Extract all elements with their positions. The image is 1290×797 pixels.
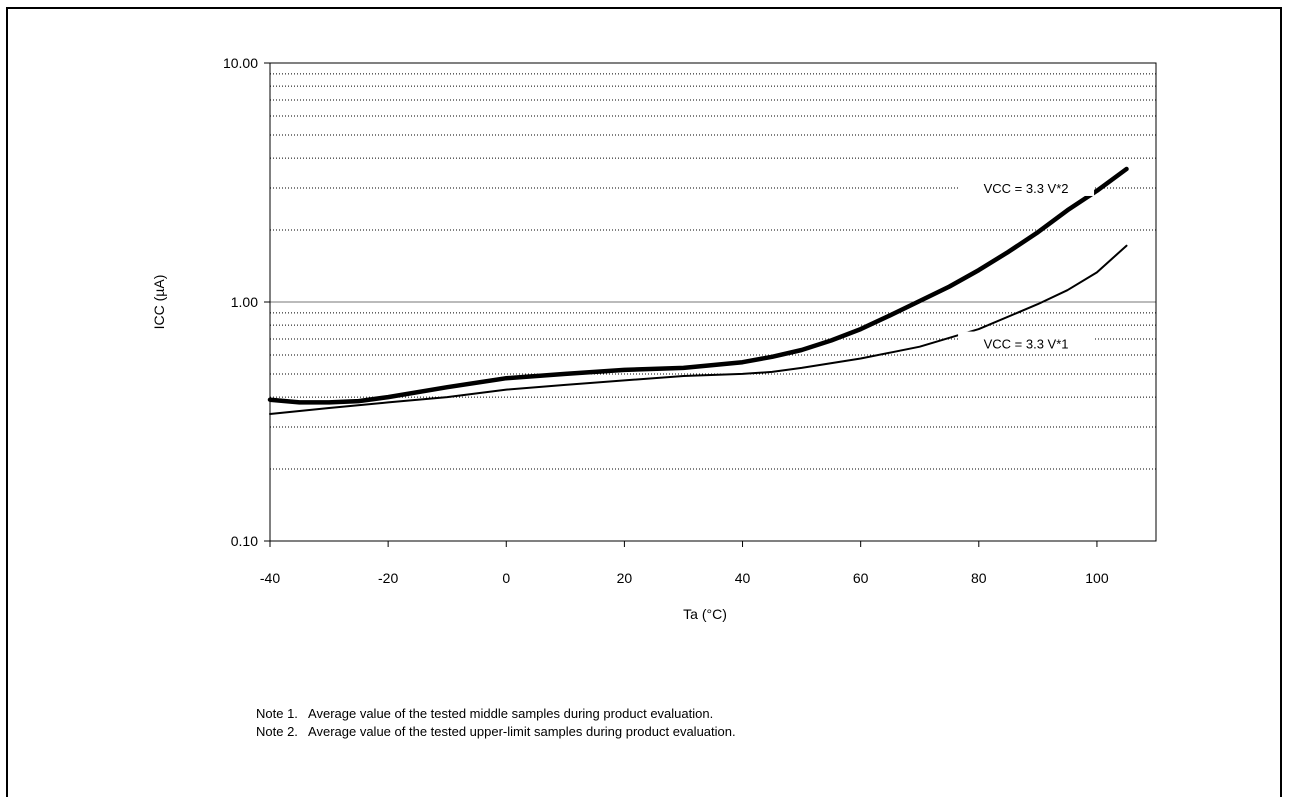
axes: -40 -20 0 20 40 60 80 100 0.10 1.00 10.00 (223, 55, 1109, 586)
x-axis-label: Ta (°C) (683, 606, 727, 622)
x-tick-label: -40 (260, 570, 280, 586)
y-tick-label: 10.00 (223, 55, 258, 71)
y-axis-label: ICC (µA) (151, 275, 167, 330)
notes: Note 1. Average value of the tested midd… (256, 705, 736, 741)
series-line-2 (267, 166, 1129, 405)
x-tick-label: 40 (735, 570, 751, 586)
x-tick-label: 60 (853, 570, 869, 586)
note-2: Note 2. Average value of the tested uppe… (256, 724, 736, 739)
series-label-2: VCC = 3.3 V*1 (984, 337, 1069, 352)
annotation-layer: VCC = 3.3 V*2 VCC = 3.3 V*1 (958, 175, 1095, 352)
series-layer (267, 166, 1129, 415)
x-tick-label: 20 (617, 570, 633, 586)
figure-frame (6, 7, 1282, 797)
series-label-1: VCC = 3.3 V*2 (984, 181, 1069, 196)
series-line-1 (269, 244, 1128, 415)
note-1: Note 1. Average value of the tested midd… (256, 706, 714, 721)
grid-lines (270, 73, 1156, 470)
y-tick-label: 0.10 (231, 533, 258, 549)
series-label-bg (958, 175, 1095, 196)
x-tick-label: 0 (502, 570, 510, 586)
x-tick-label: -20 (378, 570, 398, 586)
x-tick-label: 80 (971, 570, 987, 586)
x-tick-label: 100 (1085, 570, 1109, 586)
series-label-bg (958, 331, 1095, 352)
y-tick-label: 1.00 (231, 294, 258, 310)
